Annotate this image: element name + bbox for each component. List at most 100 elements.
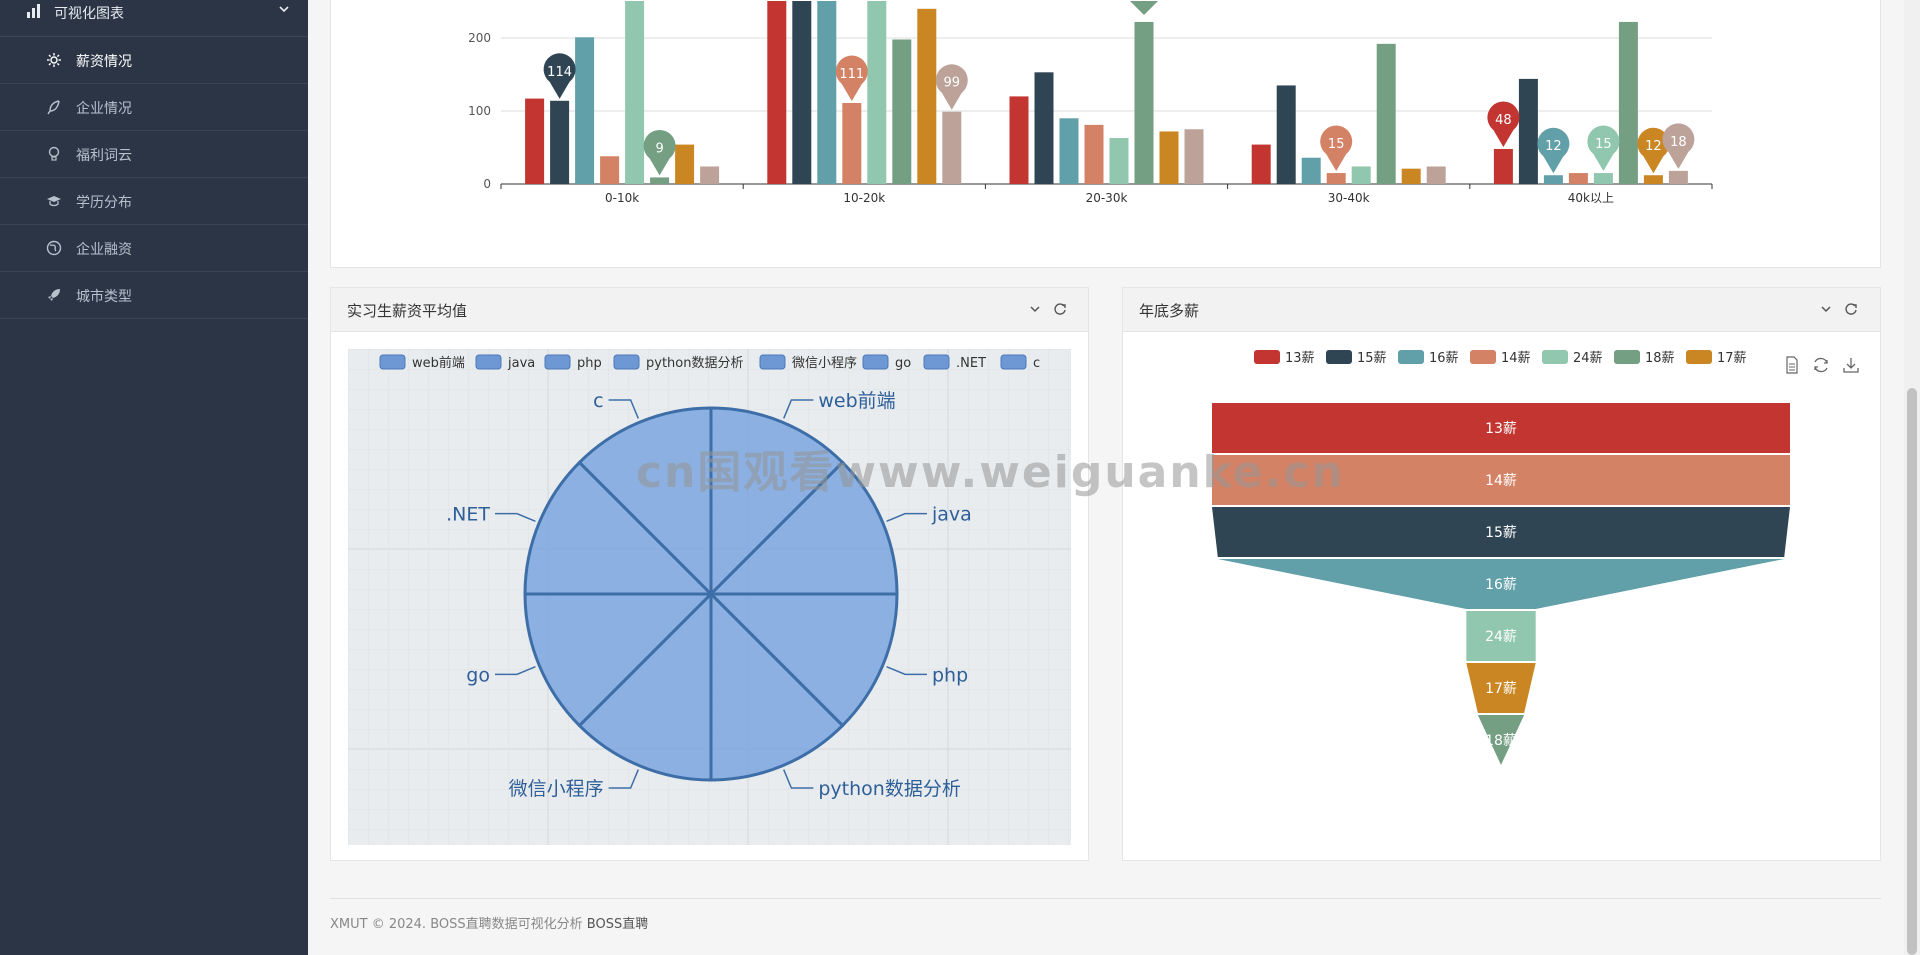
slice-label: .NET bbox=[446, 504, 490, 526]
bar bbox=[1518, 78, 1538, 184]
pin-shape bbox=[835, 55, 868, 101]
pin-label: 9 bbox=[655, 141, 663, 156]
legend-label: 16薪 bbox=[1429, 351, 1459, 366]
pin-shape bbox=[1637, 127, 1670, 174]
bar bbox=[792, 1, 812, 184]
sidebar-item-label: 企业融资 bbox=[76, 242, 132, 258]
funnel-level bbox=[1466, 611, 1536, 661]
restore-icon[interactable] bbox=[1812, 356, 1830, 374]
legend-swatch bbox=[1686, 350, 1712, 364]
funnel-level bbox=[1217, 559, 1785, 609]
slice-label: 微信小程序 bbox=[509, 778, 604, 800]
sidebar-item-education[interactable]: 学历分布 bbox=[0, 178, 308, 225]
footer: XMUT © 2024. BOSS直聘数据可视化分析 BOSS直聘 bbox=[330, 913, 648, 932]
legend-item: 14薪 bbox=[1470, 350, 1531, 366]
pin-shape bbox=[643, 129, 676, 176]
globe-icon bbox=[46, 240, 62, 256]
menu-group-charts[interactable]: 可视化图表 bbox=[0, 0, 308, 37]
legend-swatch bbox=[1326, 350, 1352, 364]
label-line bbox=[783, 769, 814, 789]
bar bbox=[1351, 166, 1371, 184]
refresh-icon[interactable] bbox=[1844, 302, 1858, 316]
bar bbox=[1593, 173, 1613, 184]
markpoint-pin: 114 bbox=[543, 53, 576, 99]
pie-slice bbox=[709, 406, 845, 598]
bar bbox=[1401, 168, 1421, 184]
funnel-label: 17薪 bbox=[1485, 681, 1517, 697]
page-scrollbar[interactable] bbox=[1904, 0, 1920, 955]
bar bbox=[1668, 170, 1688, 184]
legend-swatch bbox=[862, 354, 889, 370]
legend-item: python数据分析 bbox=[613, 354, 743, 371]
bar bbox=[650, 177, 670, 184]
lightbulb-icon bbox=[48, 146, 60, 161]
download-icon[interactable] bbox=[1842, 356, 1860, 374]
gear-icon bbox=[47, 53, 61, 67]
pie-slice bbox=[577, 590, 713, 782]
intern-pie-chart: web前端 java php python数据分析 微信小程序 go .NET cweb前端j… bbox=[348, 349, 1071, 845]
x-tick-label: 40k以上 bbox=[1568, 191, 1614, 205]
funnel-label: 13薪 bbox=[1485, 421, 1517, 437]
label-line bbox=[608, 769, 639, 789]
sidebar-item-city[interactable]: 城市类型 bbox=[0, 272, 308, 319]
pie-slice bbox=[709, 590, 845, 782]
pie-slice bbox=[707, 460, 899, 596]
legend-label: python数据分析 bbox=[646, 356, 743, 371]
sidebar: 可视化图表 薪资情况 企业情况 福利词云 学历分布 企业融资 城市类型 bbox=[0, 0, 308, 955]
bar bbox=[550, 100, 570, 184]
sidebar-item-financing[interactable]: 企业融资 bbox=[0, 225, 308, 272]
legend-swatch bbox=[1542, 350, 1568, 364]
legend-item: 24薪 bbox=[1542, 350, 1603, 366]
pin-label: 18 bbox=[1670, 135, 1687, 150]
chevron-down-icon[interactable] bbox=[1819, 302, 1833, 316]
legend-label: 24薪 bbox=[1573, 351, 1603, 366]
markpoint-pin: 12 bbox=[1537, 127, 1570, 174]
x-tick-label: 0-10k bbox=[605, 191, 639, 205]
pin-label: 114 bbox=[547, 65, 572, 80]
pin-shape bbox=[1537, 127, 1570, 174]
scrollbar-thumb[interactable] bbox=[1907, 388, 1917, 955]
legend-swatch bbox=[759, 354, 786, 370]
markpoint-pin: 12 bbox=[1637, 127, 1670, 174]
pie-slice bbox=[577, 406, 713, 598]
legend-item: .NET bbox=[923, 354, 986, 371]
pin-label: 12 bbox=[1645, 139, 1662, 154]
sidebar-item-company[interactable]: 企业情况 bbox=[0, 84, 308, 131]
bar bbox=[817, 1, 837, 184]
bar bbox=[1618, 21, 1638, 184]
pie-slice bbox=[523, 460, 715, 596]
funnel-level bbox=[1212, 507, 1790, 557]
sidebar-item-salary[interactable]: 薪资情况 bbox=[0, 37, 308, 84]
bar bbox=[600, 156, 620, 184]
salary-bar-chart: 0 100 200 0-10k 10-20k 20-30k 30-40k 40k以上 114 9 1… bbox=[468, 1, 1713, 205]
x-tick-label: 30-40k bbox=[1328, 191, 1370, 205]
pie-slice bbox=[523, 592, 715, 728]
sidebar-item-label: 城市类型 bbox=[76, 289, 132, 305]
legend-swatch bbox=[1254, 350, 1280, 364]
bar bbox=[1059, 118, 1079, 184]
legend-item: 15薪 bbox=[1326, 350, 1387, 366]
funnel-label: 15薪 bbox=[1485, 525, 1517, 541]
legend-item: php bbox=[544, 354, 602, 371]
funnel-label: 24薪 bbox=[1485, 629, 1517, 645]
pin-shape bbox=[1662, 123, 1695, 169]
chevron-down-icon[interactable] bbox=[1028, 302, 1042, 316]
legend-label: web前端 bbox=[412, 355, 465, 371]
legend-swatch bbox=[1000, 354, 1027, 370]
bar bbox=[1568, 173, 1588, 184]
pin-shape bbox=[1487, 101, 1520, 147]
sidebar-item-welfare[interactable]: 福利词云 bbox=[0, 131, 308, 178]
year-end-funnel-chart: 13薪 15薪 16薪 14薪 24薪 18薪 17薪 13薪 14薪 15薪 16薪 24薪 17薪 1… bbox=[1212, 350, 1790, 765]
y-tick-label: 0 bbox=[483, 177, 491, 191]
bar bbox=[842, 102, 862, 184]
label-line bbox=[494, 512, 536, 522]
slice-label: go bbox=[466, 664, 490, 686]
data-view-icon[interactable] bbox=[1784, 356, 1800, 374]
pin-label: 48 bbox=[1495, 113, 1512, 128]
label-line bbox=[886, 666, 928, 676]
panel-header: 年底多薪 bbox=[1123, 288, 1880, 332]
footer-link[interactable]: BOSS直聘 bbox=[586, 917, 649, 932]
refresh-icon[interactable] bbox=[1053, 302, 1067, 316]
bar-plot-area: 0 100 200 0-10k 10-20k 20-30k 30-40k 40k以上 114 9 1… bbox=[468, 1, 1713, 205]
intern-salary-panel: 实习生薪资平均值 web前端 java php python数据分析 微信小程序 go .N… bbox=[330, 287, 1089, 861]
